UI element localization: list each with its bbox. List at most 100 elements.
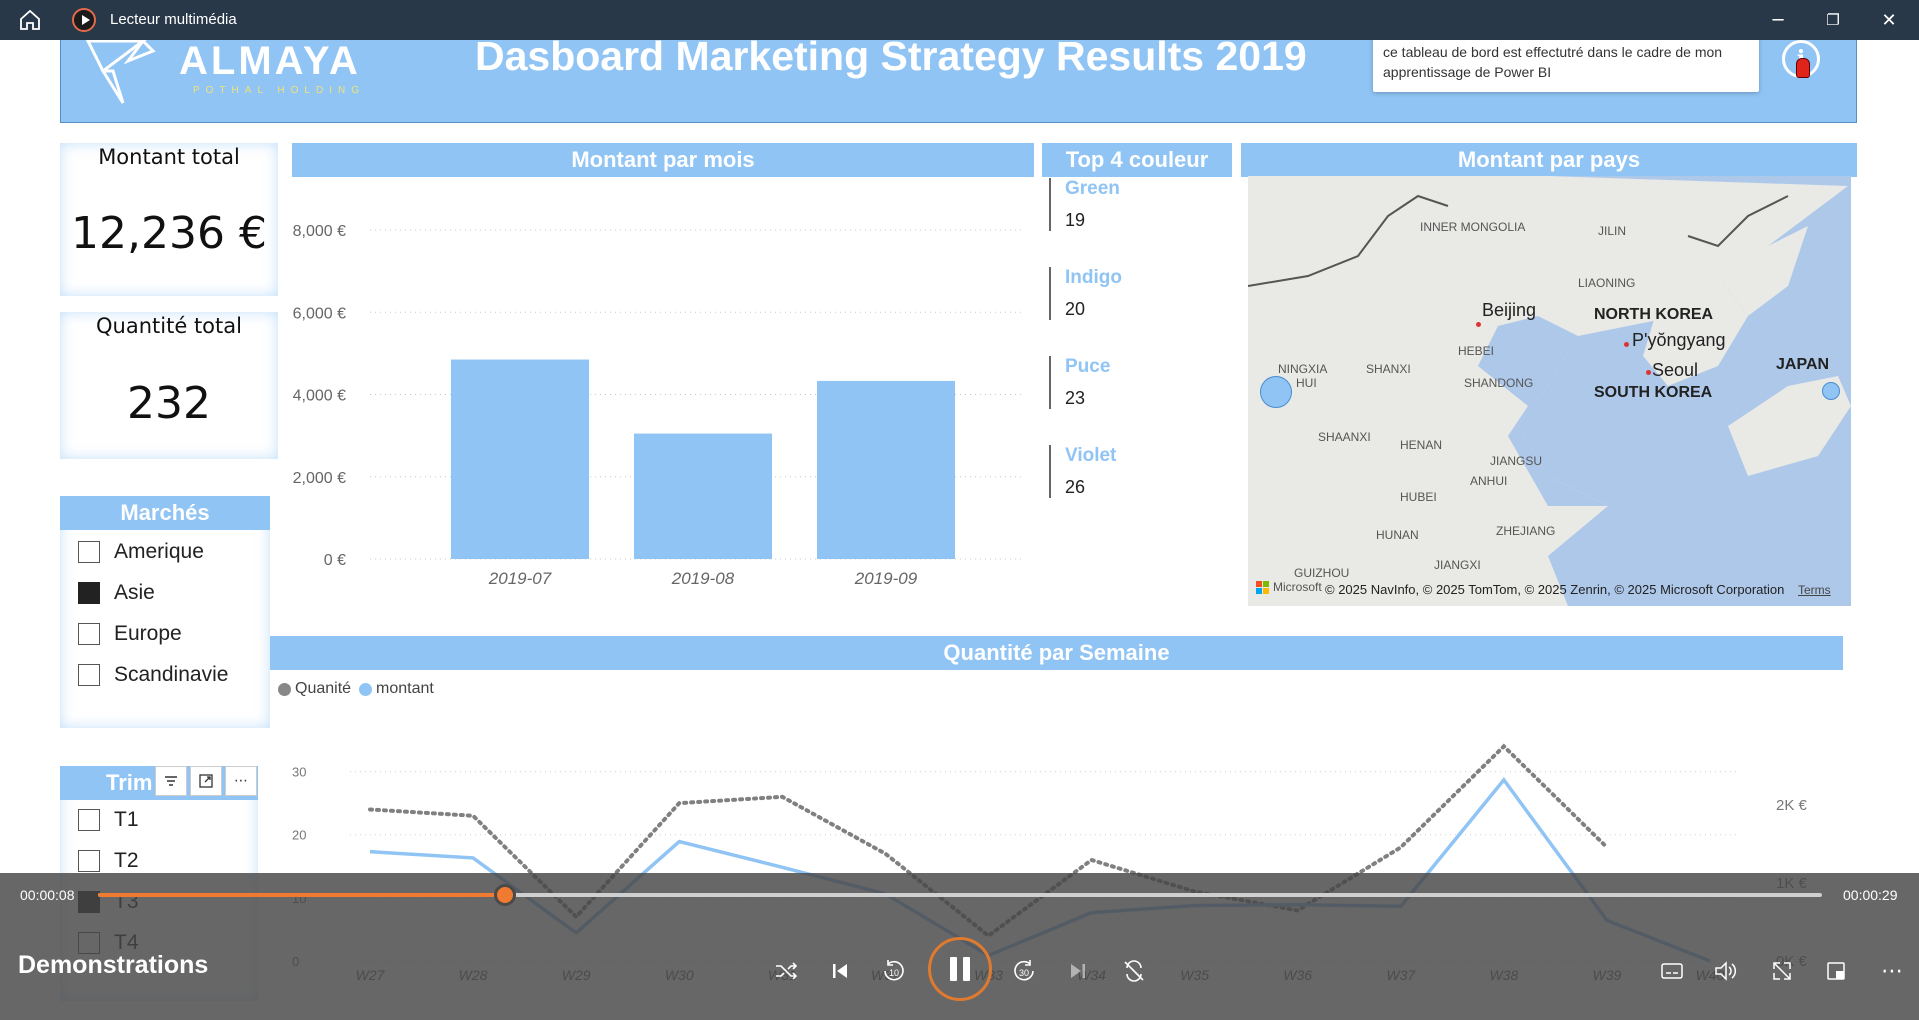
country-bubble[interactable] bbox=[1260, 376, 1292, 408]
svg-text:10: 10 bbox=[889, 968, 899, 978]
map-terrain bbox=[1248, 176, 1851, 606]
map-attribution: © 2025 NavInfo, © 2025 TomTom, © 2025 Ze… bbox=[1325, 582, 1831, 597]
top-color-name: Violet bbox=[1065, 445, 1117, 466]
map-label: JIANGXI bbox=[1434, 558, 1481, 572]
map-label: SHANXI bbox=[1366, 362, 1411, 376]
more-options-icon[interactable]: ⋯ bbox=[1881, 958, 1903, 984]
city-dot bbox=[1624, 342, 1629, 347]
map-label: Beijing bbox=[1482, 300, 1537, 320]
bar[interactable] bbox=[817, 380, 955, 559]
marches-slicer-title: Marchés bbox=[60, 496, 270, 530]
map-label: ANHUI bbox=[1470, 474, 1508, 488]
top-color-entry: Violet 26 bbox=[1049, 445, 1199, 498]
top-color-count: 23 bbox=[1065, 388, 1086, 408]
slicer-item-scandinavie[interactable]: Scandinavie bbox=[78, 663, 228, 687]
marches-slicer bbox=[60, 496, 270, 728]
montant-par-pays-map[interactable]: INNER MONGOLIA JILIN LIAONING Beijing NO… bbox=[1248, 176, 1851, 606]
restore-button[interactable]: ❐ bbox=[1826, 11, 1840, 29]
map-label: HUNAN bbox=[1376, 528, 1419, 542]
minimize-button[interactable]: ─ bbox=[1772, 9, 1784, 31]
map-label: HENAN bbox=[1400, 438, 1443, 452]
map-label: JAPAN bbox=[1776, 356, 1830, 373]
checkbox[interactable] bbox=[78, 850, 100, 872]
checkbox[interactable] bbox=[78, 623, 100, 645]
dashboard-title: Dasboard Marketing Strategy Results 2019 bbox=[475, 33, 1307, 79]
top-color-entry: Puce 23 bbox=[1049, 356, 1199, 409]
map-label: NORTH KOREA bbox=[1594, 306, 1714, 323]
seek-bar[interactable] bbox=[98, 884, 1822, 906]
slicer-item-label: T2 bbox=[114, 849, 139, 872]
map-label: HEBEI bbox=[1458, 344, 1495, 358]
x-tick-label: 2019-09 bbox=[854, 569, 918, 588]
map-label: JILIN bbox=[1598, 224, 1627, 238]
top-color-entry: Indigo 20 bbox=[1049, 267, 1199, 320]
top-color-count: 19 bbox=[1065, 210, 1086, 230]
checkbox-checked[interactable] bbox=[78, 582, 100, 604]
top-color-entry: Green 19 bbox=[1049, 178, 1199, 231]
top-color-name: Green bbox=[1065, 178, 1120, 199]
bar[interactable] bbox=[634, 433, 772, 559]
logo-name: ALMAYA bbox=[179, 39, 361, 83]
slicer-item-label: Asie bbox=[114, 581, 155, 604]
map-credit-text: © 2025 NavInfo, © 2025 TomTom, © 2025 Ze… bbox=[1325, 582, 1785, 597]
city-dot bbox=[1646, 370, 1651, 375]
forward-30-icon[interactable]: 30 bbox=[1006, 953, 1042, 989]
media-player-app-icon bbox=[72, 8, 96, 32]
focus-mode-icon[interactable] bbox=[190, 766, 222, 796]
slicer-item-amerique[interactable]: Amerique bbox=[78, 540, 204, 564]
map-label: INNER MONGOLIA bbox=[1420, 220, 1526, 234]
mini-player-icon[interactable] bbox=[1818, 953, 1854, 989]
checkbox[interactable] bbox=[78, 541, 100, 563]
montant-par-mois-title: Montant par mois bbox=[292, 143, 1034, 177]
shuffle-icon[interactable] bbox=[768, 953, 804, 989]
logo-tagline: POTHAL HOLDING bbox=[193, 85, 365, 96]
y-tick-label: 2,000 € bbox=[293, 470, 346, 487]
y-left-tick-label: 30 bbox=[292, 765, 306, 780]
microsoft-logo-icon: Microsoft bbox=[1256, 580, 1322, 594]
fullscreen-icon[interactable] bbox=[1764, 953, 1800, 989]
repeat-off-icon[interactable] bbox=[1116, 953, 1152, 989]
more-options-icon[interactable]: ⋯ bbox=[225, 766, 257, 796]
map-terms-link[interactable]: Terms bbox=[1798, 583, 1831, 597]
slicer-item-europe[interactable]: Europe bbox=[78, 622, 182, 646]
map-label: SHANDONG bbox=[1464, 376, 1534, 390]
map-label: JIANGSU bbox=[1490, 454, 1543, 468]
slicer-item-label: T1 bbox=[114, 808, 139, 831]
country-bubble[interactable] bbox=[1822, 382, 1840, 400]
slicer-item-t2[interactable]: T2 bbox=[78, 849, 139, 873]
close-button[interactable]: ✕ bbox=[1881, 9, 1897, 31]
map-label: HUI bbox=[1296, 376, 1317, 390]
top-color-name: Indigo bbox=[1065, 267, 1122, 288]
montant-par-mois-chart: 0 € 2,000 € 4,000 € 6,000 € 8,000 € 2019-07 20… bbox=[293, 223, 1025, 588]
almaya-logo-icon bbox=[85, 38, 156, 104]
checkbox[interactable] bbox=[78, 664, 100, 686]
map-label: LIAONING bbox=[1578, 276, 1636, 290]
quantite-par-semaine-title: Quantité par Semaine bbox=[270, 636, 1843, 670]
montant-total-label: Montant total bbox=[98, 145, 240, 169]
legend-label-montant: montant bbox=[376, 680, 434, 697]
bar[interactable] bbox=[451, 359, 589, 559]
montant-total-value: 12,236 € bbox=[71, 208, 267, 259]
y-tick-label: 4,000 € bbox=[293, 388, 346, 405]
city-dot bbox=[1476, 322, 1481, 327]
quantite-total-label: Quantité total bbox=[96, 314, 242, 338]
filter-icon[interactable] bbox=[155, 766, 187, 796]
quantite-total-card: Quantité total 232 bbox=[60, 312, 278, 459]
slicer-item-t1[interactable]: T1 bbox=[78, 808, 139, 832]
y-tick-label: 8,000 € bbox=[293, 223, 346, 240]
volume-icon[interactable] bbox=[1708, 953, 1744, 989]
previous-icon[interactable] bbox=[822, 953, 858, 989]
top-color-count: 26 bbox=[1065, 477, 1086, 497]
slicer-item-asie[interactable]: Asie bbox=[78, 581, 155, 605]
map-label: P'yŏngyang bbox=[1632, 330, 1726, 350]
rewind-10-icon[interactable]: 10 bbox=[876, 953, 912, 989]
total-time: 00:00:29 bbox=[1843, 887, 1898, 903]
top-colors-title: Top 4 couleur bbox=[1042, 143, 1232, 177]
home-icon[interactable] bbox=[18, 8, 42, 32]
next-icon[interactable] bbox=[1060, 953, 1096, 989]
top-color-name: Puce bbox=[1065, 356, 1111, 377]
subtitles-icon[interactable] bbox=[1654, 953, 1690, 989]
pause-button[interactable] bbox=[928, 937, 992, 1001]
seek-bar-thumb[interactable] bbox=[493, 884, 516, 906]
checkbox[interactable] bbox=[78, 809, 100, 831]
